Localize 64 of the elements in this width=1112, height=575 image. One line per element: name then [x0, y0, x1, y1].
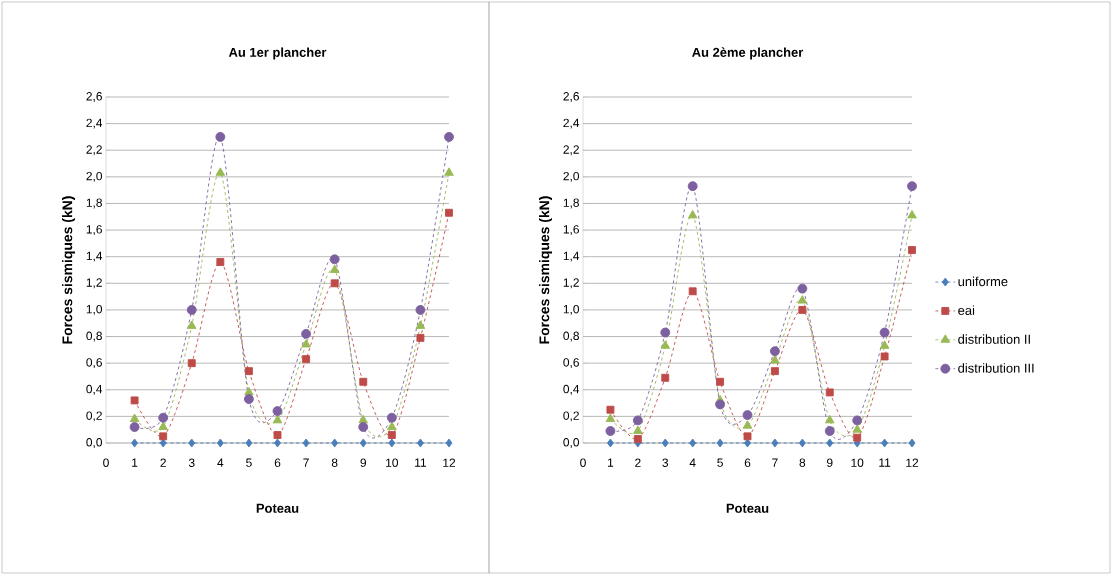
- x-axis-title: Poteau: [256, 503, 299, 513]
- y-tick-label: 1,4: [86, 251, 103, 262]
- x-tick-label: 6: [274, 458, 281, 467]
- x-tick-label: 12: [443, 458, 456, 467]
- y-axis-title: Forces sismiques (kN): [62, 196, 76, 344]
- y-tick-label: 2,0: [563, 171, 580, 182]
- x-tick-label: 10: [386, 458, 399, 467]
- y-tick-label: 2,4: [86, 118, 103, 129]
- x-tick-label: 8: [331, 458, 338, 467]
- y-tick-label: 2,6: [86, 92, 102, 102]
- x-tick-label: 5: [246, 458, 252, 467]
- x-tick-label: 2: [635, 458, 641, 467]
- y-tick-label: 1,0: [563, 304, 580, 315]
- legend-label: distribution III: [958, 363, 1034, 373]
- x-tick-label: 0: [580, 458, 586, 467]
- chart-title: Au 1er plancher: [228, 47, 327, 60]
- y-tick-label: 2,2: [86, 145, 102, 156]
- legend-label: uniforme: [958, 276, 1008, 287]
- x-tick-label: 7: [772, 458, 778, 467]
- y-axis-title: Forces sismiques (kN): [539, 196, 553, 344]
- y-tick-label: 0,4: [563, 384, 580, 395]
- x-tick-label: 5: [717, 458, 723, 467]
- x-tick-label: 9: [360, 458, 367, 467]
- y-tick-label: 1,6: [86, 225, 102, 236]
- x-tick-label: 1: [608, 458, 614, 467]
- y-tick-label: 1,2: [563, 278, 579, 289]
- y-tick-label: 2,0: [86, 171, 103, 182]
- chart-title: Au 2ème plancher: [692, 47, 804, 60]
- y-tick-label: 1,4: [563, 251, 580, 262]
- y-tick-label: 0,0: [563, 438, 580, 448]
- x-tick-label: 1: [132, 458, 138, 467]
- y-tick-label: 0,8: [563, 331, 579, 342]
- y-tick-label: 0,0: [86, 438, 103, 448]
- y-tick-label: 2,6: [563, 92, 579, 102]
- y-tick-label: 1,6: [563, 225, 579, 236]
- x-tick-label: 11: [415, 458, 427, 467]
- y-tick-label: 2,2: [563, 145, 579, 156]
- legend-label: distribution II: [958, 334, 1030, 344]
- y-tick-label: 0,8: [86, 331, 102, 342]
- x-tick-label: 0: [103, 458, 109, 467]
- x-tick-label: 4: [217, 458, 224, 467]
- x-axis-title: Poteau: [726, 503, 769, 513]
- y-tick-label: 1,8: [86, 198, 102, 209]
- y-tick-label: 0,2: [86, 411, 102, 422]
- y-tick-label: 0,6: [86, 358, 102, 369]
- y-tick-label: 1,0: [86, 304, 103, 315]
- y-tick-label: 2,4: [563, 118, 580, 129]
- x-tick-label: 12: [906, 458, 919, 467]
- y-tick-label: 1,8: [563, 198, 579, 209]
- x-tick-label: 7: [303, 458, 309, 467]
- x-tick-label: 9: [827, 458, 833, 467]
- y-tick-label: 0,6: [563, 358, 579, 369]
- x-tick-label: 11: [879, 458, 891, 467]
- y-tick-label: 1,2: [86, 278, 102, 289]
- x-tick-label: 3: [188, 458, 195, 467]
- y-tick-label: 0,2: [563, 411, 579, 422]
- y-tick-label: 0,4: [86, 384, 103, 395]
- x-tick-label: 4: [689, 458, 696, 467]
- x-tick-label: 10: [851, 458, 864, 467]
- x-tick-label: 8: [799, 458, 806, 467]
- x-tick-label: 6: [744, 458, 751, 467]
- x-tick-label: 3: [662, 458, 669, 467]
- legend-label: eai: [958, 305, 975, 315]
- x-tick-label: 2: [160, 458, 166, 467]
